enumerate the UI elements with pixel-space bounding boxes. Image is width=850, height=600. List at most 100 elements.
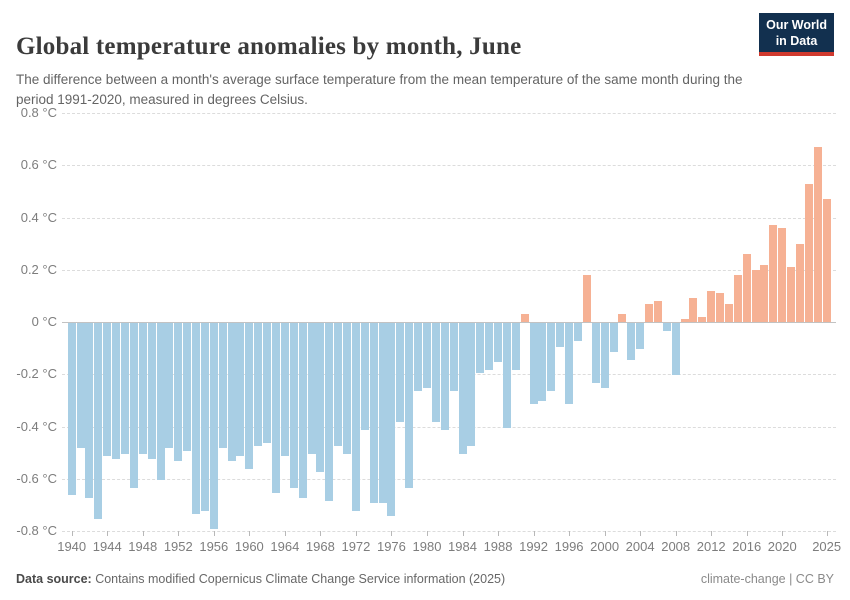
bar-2002[interactable]: [618, 314, 627, 322]
zero-line: [62, 322, 836, 323]
bar-2012[interactable]: [707, 290, 716, 322]
bar-1941[interactable]: [76, 323, 85, 449]
bar-2007[interactable]: [662, 323, 671, 331]
x-axis-label: 2020: [767, 539, 797, 554]
bar-1940[interactable]: [67, 323, 76, 496]
bar-2018[interactable]: [760, 264, 769, 322]
bar-1983[interactable]: [449, 323, 458, 391]
bar-1975[interactable]: [378, 323, 387, 504]
bar-2013[interactable]: [716, 293, 725, 322]
bar-1947[interactable]: [129, 323, 138, 488]
x-axis-label: 1976: [376, 539, 406, 554]
bar-1946[interactable]: [120, 323, 129, 454]
bar-2022[interactable]: [796, 243, 805, 322]
license-note[interactable]: climate-change | CC BY: [700, 572, 834, 586]
data-source-label: Data source:: [16, 572, 92, 586]
bar-1973[interactable]: [360, 323, 369, 431]
bar-2016[interactable]: [742, 254, 751, 322]
bar-1994[interactable]: [547, 323, 556, 391]
bar-2021[interactable]: [787, 267, 796, 322]
bar-1943[interactable]: [94, 323, 103, 519]
bar-1948[interactable]: [138, 323, 147, 454]
bar-1956[interactable]: [209, 323, 218, 530]
bar-1964[interactable]: [280, 323, 289, 457]
bar-2001[interactable]: [609, 323, 618, 352]
bar-1987[interactable]: [485, 323, 494, 371]
bar-1959[interactable]: [236, 323, 245, 457]
bar-1993[interactable]: [538, 323, 547, 402]
bar-1995[interactable]: [556, 323, 565, 347]
data-source-note: Data source: Contains modified Copernicu…: [16, 572, 505, 586]
bar-1984[interactable]: [458, 323, 467, 454]
owid-logo[interactable]: Our World in Data: [759, 13, 834, 57]
bar-1972[interactable]: [351, 323, 360, 512]
bar-1950[interactable]: [156, 323, 165, 480]
bar-1952[interactable]: [174, 323, 183, 462]
bar-1986[interactable]: [476, 323, 485, 373]
bar-2011[interactable]: [698, 316, 707, 322]
bar-1969[interactable]: [325, 323, 334, 501]
bar-2006[interactable]: [653, 301, 662, 322]
bar-2014[interactable]: [724, 303, 733, 322]
bar-1979[interactable]: [414, 323, 423, 391]
bar-1980[interactable]: [422, 323, 431, 389]
bar-1960[interactable]: [245, 323, 254, 470]
bar-1996[interactable]: [565, 323, 574, 404]
bar-2020[interactable]: [778, 227, 787, 322]
bar-2015[interactable]: [733, 274, 742, 322]
bar-2019[interactable]: [769, 225, 778, 322]
bar-1974[interactable]: [369, 323, 378, 504]
bar-1953[interactable]: [183, 323, 192, 451]
bar-1971[interactable]: [343, 323, 352, 454]
bar-1976[interactable]: [387, 323, 396, 517]
bar-1965[interactable]: [289, 323, 298, 488]
bar-1982[interactable]: [440, 323, 449, 431]
bar-1942[interactable]: [85, 323, 94, 499]
y-axis-label: -0.2 °C: [16, 366, 57, 382]
bar-1997[interactable]: [573, 323, 582, 342]
bar-2025[interactable]: [822, 199, 831, 322]
bar-1977[interactable]: [396, 323, 405, 423]
bar-1962[interactable]: [263, 323, 272, 444]
bar-2000[interactable]: [600, 323, 609, 389]
x-axis-label: 1960: [234, 539, 264, 554]
bar-1999[interactable]: [591, 323, 600, 384]
bar-1998[interactable]: [582, 274, 591, 322]
bar-1967[interactable]: [307, 323, 316, 454]
x-axis-tick: [391, 531, 393, 536]
bar-1990[interactable]: [511, 323, 520, 371]
y-axis-labels: 0.8 °C 0.6 °C 0.4 °C 0.2 °C 0 °C -0.2 °C -0.4 …: [0, 105, 57, 538]
bar-2008[interactable]: [671, 323, 680, 376]
bar-2010[interactable]: [689, 298, 698, 322]
bar-1966[interactable]: [298, 323, 307, 499]
bar-2023[interactable]: [804, 183, 813, 322]
bar-1988[interactable]: [494, 323, 503, 363]
bar-1957[interactable]: [218, 323, 227, 449]
bar-1970[interactable]: [334, 323, 343, 446]
x-axis-label: 1940: [57, 539, 87, 554]
x-axis-tick: [320, 531, 322, 536]
bar-1954[interactable]: [192, 323, 201, 514]
bar-1961[interactable]: [254, 323, 263, 446]
bar-1963[interactable]: [271, 323, 280, 493]
bar-1992[interactable]: [529, 323, 538, 404]
bar-1951[interactable]: [165, 323, 174, 449]
x-axis-tick: [569, 531, 571, 536]
bar-1949[interactable]: [147, 323, 156, 459]
bar-2005[interactable]: [645, 303, 654, 322]
bar-1944[interactable]: [103, 323, 112, 457]
bar-1991[interactable]: [520, 314, 529, 322]
bar-1955[interactable]: [200, 323, 209, 512]
bar-1968[interactable]: [316, 323, 325, 472]
bar-1989[interactable]: [502, 323, 511, 428]
bar-2004[interactable]: [636, 323, 645, 350]
bar-1958[interactable]: [227, 323, 236, 462]
bar-1981[interactable]: [431, 323, 440, 423]
bar-1978[interactable]: [405, 323, 414, 488]
bar-1985[interactable]: [467, 323, 476, 446]
bar-2009[interactable]: [680, 319, 689, 322]
bar-1945[interactable]: [112, 323, 121, 459]
bar-2003[interactable]: [627, 323, 636, 360]
bar-2017[interactable]: [751, 269, 760, 322]
bar-2024[interactable]: [813, 146, 822, 322]
